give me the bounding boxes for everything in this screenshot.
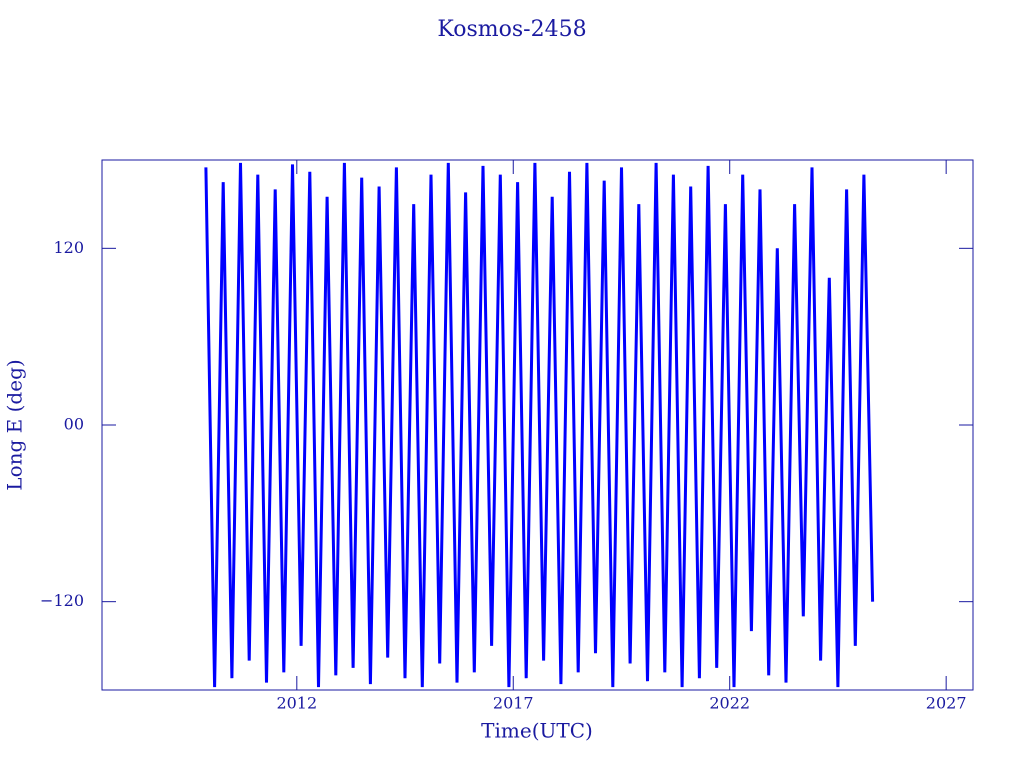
y-tick-label: −120: [40, 591, 84, 610]
x-tick-label: 2022: [709, 694, 750, 713]
chart-title: Kosmos-2458: [437, 17, 586, 42]
y-axis-label: Long E (deg): [3, 359, 27, 490]
plot-area: [204, 162, 875, 688]
x-tick-label: 2027: [926, 694, 967, 713]
y-tick-label: 00: [64, 415, 84, 434]
data-line: [204, 162, 875, 688]
y-tick-label: 120: [53, 238, 84, 257]
x-tick-label: 2017: [493, 694, 534, 713]
x-tick-label: 2012: [276, 694, 317, 713]
x-axis-label: Time(UTC): [481, 719, 593, 743]
